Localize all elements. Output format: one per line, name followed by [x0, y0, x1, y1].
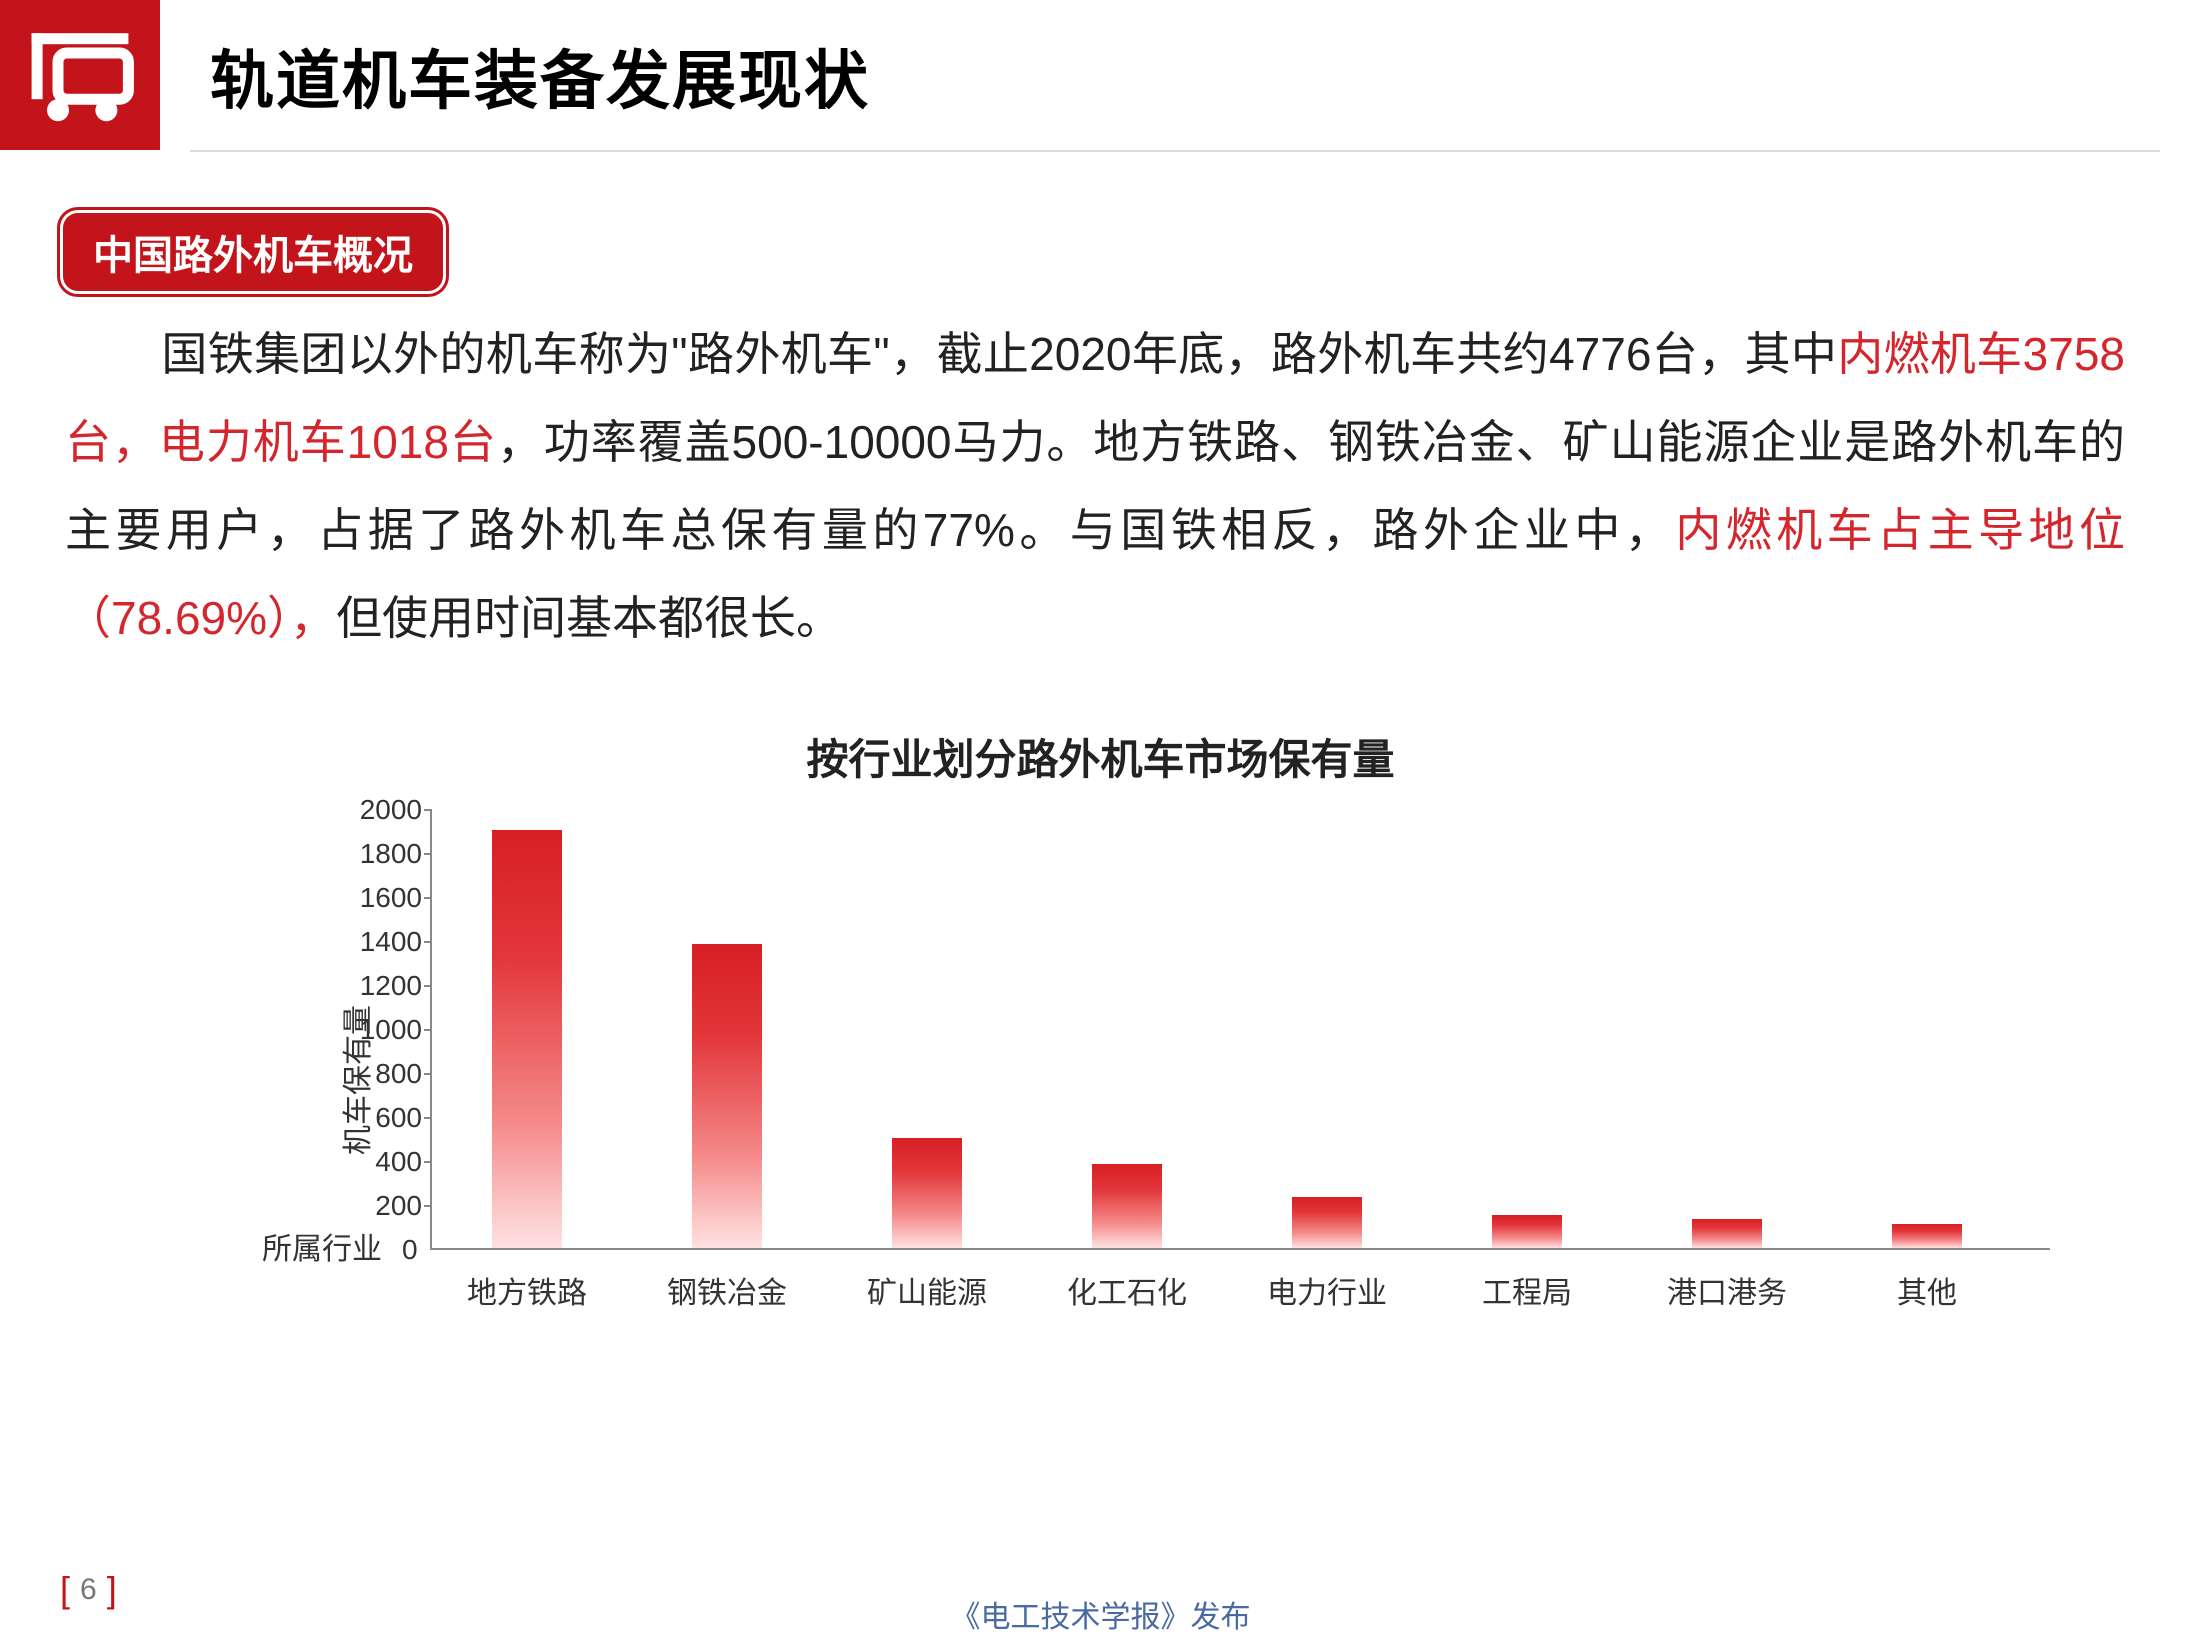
x-tick-label: 矿山能源 [867, 1268, 987, 1312]
y-tick-label: 1000 [342, 1014, 422, 1046]
chart-bar [1692, 1219, 1762, 1248]
y-tick-label: 600 [342, 1102, 422, 1134]
chart-plot-area: 所属行业 20040060080010001200140016001800200… [430, 810, 2050, 1250]
y-tick [424, 985, 432, 987]
x-tick-label: 港口港务 [1667, 1268, 1787, 1312]
y-tick-label: 200 [342, 1190, 422, 1222]
y-tick [424, 1073, 432, 1075]
y-tick-label: 1800 [342, 838, 422, 870]
y-tick-label: 1200 [342, 970, 422, 1002]
y-tick-label: 1600 [342, 882, 422, 914]
y-tick [424, 1029, 432, 1031]
x-axis-label: 所属行业 [262, 1224, 382, 1268]
chart-bar [492, 830, 562, 1248]
y-tick [424, 1205, 432, 1207]
body-paragraph: 国铁集团以外的机车称为"路外机车"，截止2020年底，路外机车共约4776台，其… [65, 310, 2125, 662]
y-tick-label: 800 [342, 1058, 422, 1090]
slide-page: 轨道机车装备发展现状 中国路外机车概况 国铁集团以外的机车称为"路外机车"，截止… [0, 0, 2201, 1651]
chart-bar [692, 944, 762, 1248]
chart-bar [1092, 1164, 1162, 1248]
x-tick-label: 工程局 [1482, 1268, 1572, 1312]
y-tick [424, 1117, 432, 1119]
footer-source: 《电工技术学报》发布 [0, 1592, 2201, 1636]
y-tick [424, 853, 432, 855]
chart-bar [1892, 1224, 1962, 1248]
y-tick-zero: 0 [402, 1234, 418, 1266]
chart-title: 按行业划分路外机车市场保有量 [0, 726, 2201, 787]
x-tick-label: 化工石化 [1067, 1268, 1187, 1312]
y-tick [424, 941, 432, 943]
y-tick [424, 809, 432, 811]
y-tick-label: 2000 [342, 794, 422, 826]
y-tick-label: 400 [342, 1146, 422, 1178]
brand-logo [0, 0, 160, 150]
chart-bar [1492, 1215, 1562, 1248]
body-text-a: 国铁集团以外的机车称为"路外机车"，截止2020年底，路外机车共约4776台，其… [161, 328, 1837, 380]
title-divider [190, 150, 2160, 152]
page-title: 轨道机车装备发展现状 [210, 30, 870, 122]
y-tick [424, 897, 432, 899]
body-text-c: 但使用时间基本都很长。 [336, 592, 842, 644]
bar-chart: 机车保有量 所属行业 20040060080010001200140016001… [280, 800, 2080, 1360]
railcar-icon [25, 20, 135, 130]
y-tick-label: 1400 [342, 926, 422, 958]
y-tick [424, 1161, 432, 1163]
x-tick-label: 电力行业 [1267, 1268, 1387, 1312]
x-tick-label: 地方铁路 [467, 1268, 587, 1312]
section-badge: 中国路外机车概况 [60, 210, 446, 294]
x-tick-label: 钢铁冶金 [667, 1268, 787, 1312]
chart-bar [1292, 1197, 1362, 1248]
x-tick-label: 其他 [1897, 1268, 1957, 1312]
chart-bar [892, 1138, 962, 1248]
